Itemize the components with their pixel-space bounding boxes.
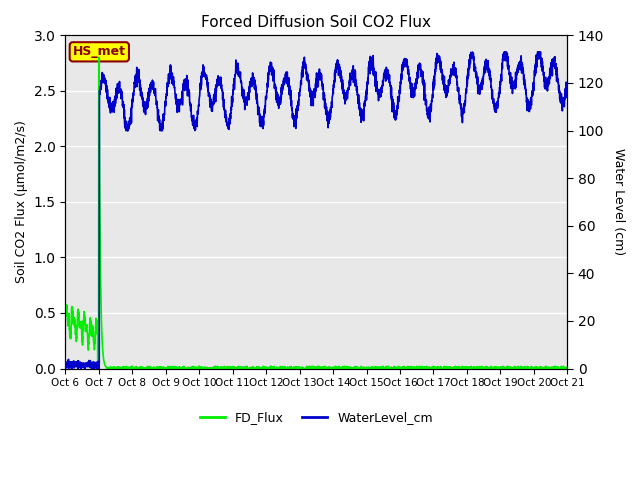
Text: HS_met: HS_met [73, 45, 126, 59]
Legend: FD_Flux, WaterLevel_cm: FD_Flux, WaterLevel_cm [195, 406, 438, 429]
Y-axis label: Water Level (cm): Water Level (cm) [612, 148, 625, 255]
Y-axis label: Soil CO2 Flux (μmol/m2/s): Soil CO2 Flux (μmol/m2/s) [15, 120, 28, 283]
Title: Forced Diffusion Soil CO2 Flux: Forced Diffusion Soil CO2 Flux [202, 15, 431, 30]
